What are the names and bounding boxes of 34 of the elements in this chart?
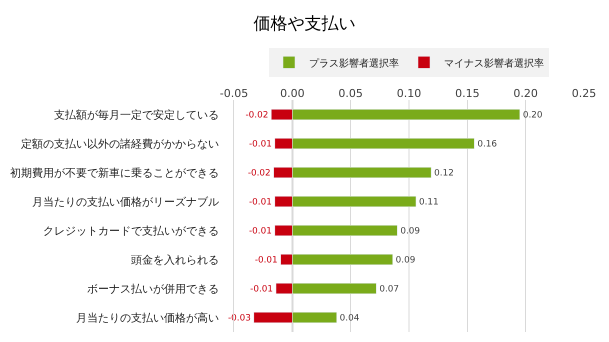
legend-label: プラス影響者選択率 [309, 57, 399, 70]
data-label: -0.03 [228, 313, 251, 324]
data-label: -0.01 [254, 255, 278, 266]
data-label: 0.09 [400, 226, 420, 236]
y-tick-label: クレジットカードで支払いができる [42, 224, 219, 238]
data-label: 0.07 [379, 284, 399, 294]
y-tick-label: 月当たりの支払い価格が高い [76, 311, 219, 324]
data-label: -0.01 [249, 197, 272, 208]
legend-label: マイナス影響者選択率 [444, 57, 544, 70]
y-tick-label: 頭金を入れられる [130, 253, 219, 266]
y-tick-label: 月当たりの支払い価格がリーズナブル [32, 195, 219, 208]
x-tick-label: 0.20 [513, 86, 538, 100]
data-label: 0.12 [434, 168, 454, 178]
data-label: 0.04 [340, 313, 360, 324]
y-tick-label: 支払額が毎月一定で安定している [54, 108, 219, 122]
data-label: -0.02 [246, 110, 268, 120]
y-tick-label: 初期費用が不要で新車に乗ることができる [10, 166, 219, 180]
data-label: -0.01 [249, 226, 272, 236]
x-tick-label: 0.25 [572, 86, 596, 100]
x-tick-label: 0.10 [396, 86, 422, 100]
data-label: 0.09 [396, 255, 416, 266]
y-tick-label: ボーナス払いが併用できる [86, 282, 219, 296]
data-label: 0.20 [522, 110, 543, 120]
data-label: 0.16 [477, 139, 498, 150]
x-tick-label: 0.15 [455, 86, 480, 100]
chart-title: 価格や支払い [254, 14, 356, 34]
data-label: -0.01 [249, 139, 272, 150]
data-label: -0.02 [248, 168, 271, 178]
x-tick-label: -0.05 [220, 86, 248, 100]
data-label: -0.01 [250, 284, 273, 294]
data-label: 0.11 [419, 197, 439, 208]
y-tick-label: 定額の支払い以外の諸経費がかからない [20, 137, 219, 150]
x-tick-label: 0.00 [280, 86, 305, 100]
x-tick-label: 0.05 [338, 86, 363, 100]
